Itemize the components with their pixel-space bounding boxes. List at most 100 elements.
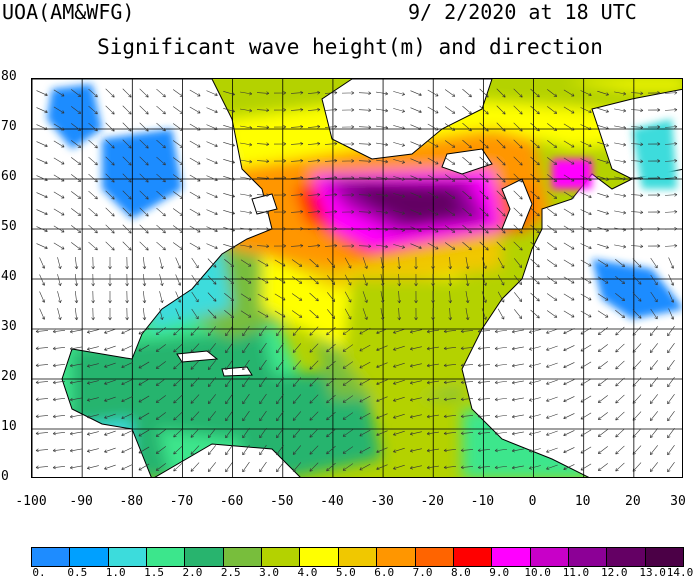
wave-arrow: [546, 430, 558, 436]
wave-arrow: [465, 274, 470, 287]
wave-arrow: [597, 276, 609, 284]
wave-arrow: [307, 226, 321, 231]
wave-arrow: [649, 343, 658, 353]
wave-arrow: [632, 326, 642, 336]
wave-arrow: [156, 207, 166, 217]
wave-arrow: [362, 291, 368, 303]
wave-arrow: [358, 159, 372, 164]
wave-arrow: [448, 273, 453, 287]
wave-arrow: [36, 158, 48, 165]
wave-arrow: [273, 159, 287, 163]
wave-arrow: [477, 329, 491, 334]
wave-arrow: [563, 123, 575, 131]
wave-arrow: [191, 274, 199, 286]
wave-arrow: [597, 107, 609, 113]
wave-arrow: [71, 123, 82, 131]
wave-arrow: [273, 176, 287, 180]
wave-arrow: [630, 210, 644, 215]
wave-arrow: [393, 345, 405, 351]
colorbar-swatch: [337, 547, 378, 567]
wave-arrow: [477, 363, 491, 368]
wave-arrow: [397, 307, 402, 321]
wave-arrow: [530, 122, 540, 132]
wave-arrow: [189, 174, 201, 182]
wave-arrow: [341, 227, 355, 231]
wave-arrow: [173, 445, 183, 455]
wave-arrow: [139, 122, 149, 132]
wave-arrow: [122, 122, 132, 132]
wave-arrow: [206, 141, 218, 148]
wave-arrow: [546, 447, 558, 453]
wave-arrow: [597, 226, 609, 232]
wave-arrow: [342, 327, 354, 335]
wave-arrow: [259, 376, 267, 388]
wave-arrow: [615, 310, 625, 319]
wave-arrow: [326, 462, 336, 472]
wave-arrow: [86, 329, 99, 334]
wave-arrow: [36, 124, 48, 131]
wave-arrow: [342, 344, 354, 352]
wave-arrow: [36, 107, 48, 114]
wave-arrow: [52, 329, 65, 334]
wave-arrow: [443, 363, 456, 368]
wave-arrow: [175, 291, 182, 303]
wave-arrow: [290, 90, 304, 95]
wave-arrow: [35, 431, 49, 436]
colorbar-label: 9.0: [489, 566, 510, 579]
wave-arrow: [105, 190, 115, 200]
wave-arrow: [647, 210, 661, 214]
wave-arrow: [256, 244, 270, 249]
wave-arrow: [223, 91, 235, 96]
wave-arrow: [597, 395, 608, 403]
lat-tick-label: 40: [1, 269, 17, 284]
wave-arrow: [530, 173, 540, 183]
wave-arrow: [292, 462, 302, 472]
wave-arrow: [547, 191, 558, 199]
colorbar-label: 14.0: [666, 566, 694, 579]
wave-arrow: [664, 243, 678, 248]
wave-arrow: [580, 175, 592, 182]
wave-arrow: [36, 226, 48, 233]
wave-arrow: [427, 242, 439, 250]
wave-arrow: [580, 158, 592, 165]
wave-arrow: [376, 413, 388, 420]
wave-arrow: [496, 88, 506, 98]
wave-arrow: [664, 192, 678, 197]
colorbar-swatch: [567, 547, 608, 567]
wave-arrow: [122, 88, 132, 98]
wave-arrow: [580, 463, 592, 471]
wave-arrow: [276, 377, 284, 388]
wave-arrow: [274, 310, 286, 318]
wave-arrow: [376, 430, 388, 437]
wave-arrow: [410, 107, 422, 114]
wave-arrow: [376, 447, 388, 454]
wave-arrow: [546, 328, 558, 334]
wave-arrow: [580, 395, 592, 403]
wave-arrow: [431, 273, 435, 287]
wave-arrow: [324, 90, 338, 95]
wave-arrow: [341, 125, 355, 129]
wave-arrow: [427, 208, 439, 216]
wave-arrow: [138, 463, 150, 471]
wave-arrow: [462, 190, 472, 200]
wave-arrow: [462, 105, 472, 115]
wave-arrow: [292, 394, 302, 404]
colorbar-label: 12.0: [601, 566, 628, 579]
wave-arrow: [380, 274, 385, 287]
wave-arrow: [462, 224, 472, 234]
wave-arrow: [307, 141, 321, 146]
wave-arrow: [259, 359, 267, 371]
wave-arrow: [359, 395, 371, 403]
wave-arrow: [563, 157, 575, 165]
wave-arrow: [223, 210, 235, 215]
wave-arrow: [597, 293, 609, 301]
wave-arrow: [410, 158, 422, 165]
wave-arrow: [580, 327, 592, 335]
wave-arrow: [121, 379, 133, 386]
valid-datetime: 9/ 2/2020 at 18 UTC: [408, 0, 637, 24]
wave-arrow: [479, 139, 489, 149]
wave-arrow: [580, 412, 592, 420]
wave-arrow: [393, 91, 405, 96]
wave-arrow: [615, 445, 625, 455]
wave-arrow: [276, 360, 284, 371]
